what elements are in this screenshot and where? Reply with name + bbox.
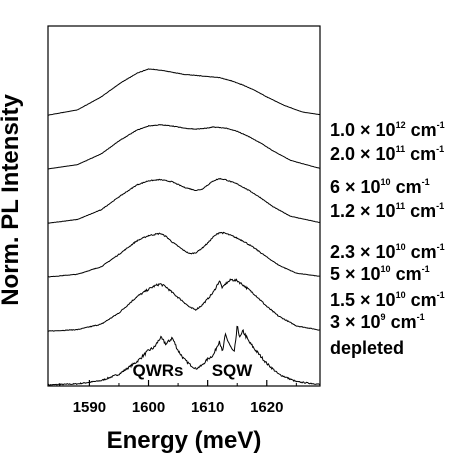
density-label-5: 5 × 1010 cm-1: [330, 264, 430, 284]
x-axis-ticks: 1590 1600 1610 1620: [59, 380, 297, 416]
density-label-3: 1.2 × 1011 cm-1: [330, 201, 444, 221]
spectrum-line-2: [47, 231, 321, 278]
plot-frame: [47, 25, 321, 387]
spectrum-line-3: [47, 177, 321, 224]
x-tick-label: 1600: [132, 399, 165, 416]
x-tick-label: 1620: [250, 399, 283, 416]
spectrum-line-1: [47, 278, 321, 332]
spectrum-line-0: [47, 325, 321, 386]
density-labels: 1.0 × 1012 cm-1 2.0 × 1011 cm-1 6 × 1010 c…: [330, 120, 445, 358]
spectrum-line-4: [47, 124, 321, 170]
density-label-7: 3 × 109 cm-1: [330, 312, 425, 332]
y-axis-label: Norm. PL Intensity: [0, 94, 24, 306]
density-label-0: 1.0 × 1012 cm-1: [330, 120, 445, 140]
spectrum-traces: [47, 68, 321, 386]
annotation-qwrs: QWRs: [133, 361, 184, 380]
x-tick-label: 1610: [191, 399, 224, 416]
density-label-2: 6 × 1010 cm-1: [330, 177, 430, 197]
density-label-6: 1.5 × 1010 cm-1: [330, 290, 445, 310]
density-label-8: depleted: [330, 338, 404, 358]
density-label-1: 2.0 × 1011 cm-1: [330, 144, 444, 164]
spectrum-line-5: [47, 68, 321, 116]
x-tick-label: 1590: [73, 399, 106, 416]
x-axis-label: Energy (meV): [107, 427, 262, 454]
density-label-4: 2.3 × 1010 cm-1: [330, 242, 445, 262]
annotation-sqw: SQW: [212, 361, 254, 380]
